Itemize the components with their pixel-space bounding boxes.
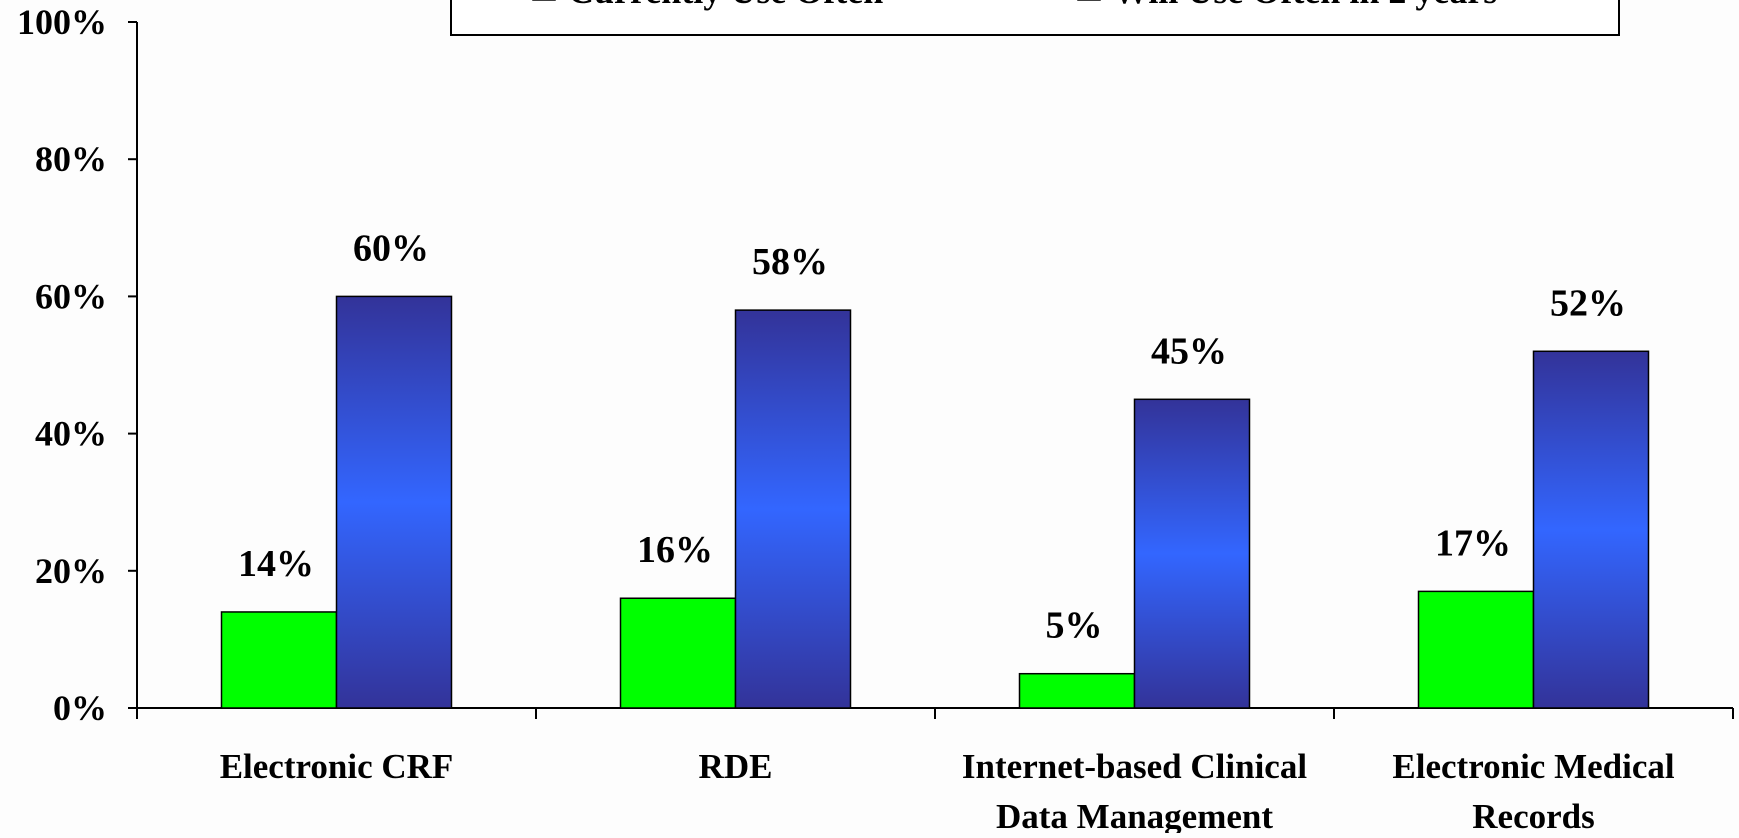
data-label-currently-use-often: 5% — [1046, 605, 1103, 647]
y-tick-label: 40% — [35, 414, 107, 454]
data-label-will-use-often: 52% — [1550, 282, 1626, 324]
data-label-currently-use-often: 17% — [1435, 522, 1511, 564]
bars — [220, 295, 1650, 709]
bar-currently-use-often — [220, 611, 338, 709]
data-label-currently-use-often: 14% — [238, 543, 314, 585]
bar-currently-use-often — [619, 597, 737, 709]
y-tick-label: 0% — [53, 688, 107, 728]
data-label-will-use-often: 45% — [1151, 330, 1227, 372]
bar-will-use-often — [1532, 350, 1650, 709]
x-category-label: Electronic CRF — [220, 747, 454, 786]
y-axis-ticks: 0% 20% 40% 60% 80% 100% — [17, 2, 137, 728]
data-label-will-use-often: 58% — [752, 241, 828, 283]
x-category-label: RDE — [699, 747, 773, 786]
data-labels: 14% 60% 16% 58% 5% 45% 17% 52% — [238, 227, 1626, 646]
bar-will-use-often — [335, 295, 453, 709]
x-category-label: Electronic Medical Records — [1392, 747, 1674, 833]
y-tick-label: 100% — [17, 2, 107, 42]
bar-currently-use-often — [1417, 590, 1535, 709]
x-category-label: Internet-based Clinical Data Management — [962, 747, 1307, 833]
y-tick-label: 20% — [35, 551, 107, 591]
legend-label-currently-use-often: Currently Use Often — [568, 0, 883, 11]
bar-currently-use-often — [1018, 672, 1136, 709]
bar-will-use-often — [1133, 398, 1251, 709]
legend: Currently Use Often Will Use Often in 2 … — [450, 0, 1620, 36]
data-label-will-use-often: 60% — [353, 227, 429, 269]
x-axis-ticks — [136, 708, 1734, 719]
x-axis-labels: Electronic CRF RDE Internet-based Clinical… — [220, 747, 1675, 836]
y-tick-label: 80% — [35, 139, 107, 179]
data-label-currently-use-often: 16% — [637, 529, 713, 571]
legend-box — [450, 0, 1620, 36]
bar-will-use-often — [734, 309, 852, 709]
y-tick-label: 60% — [35, 276, 107, 316]
legend-label-will-use-often: Will Use Often in 2 years — [1113, 0, 1497, 11]
